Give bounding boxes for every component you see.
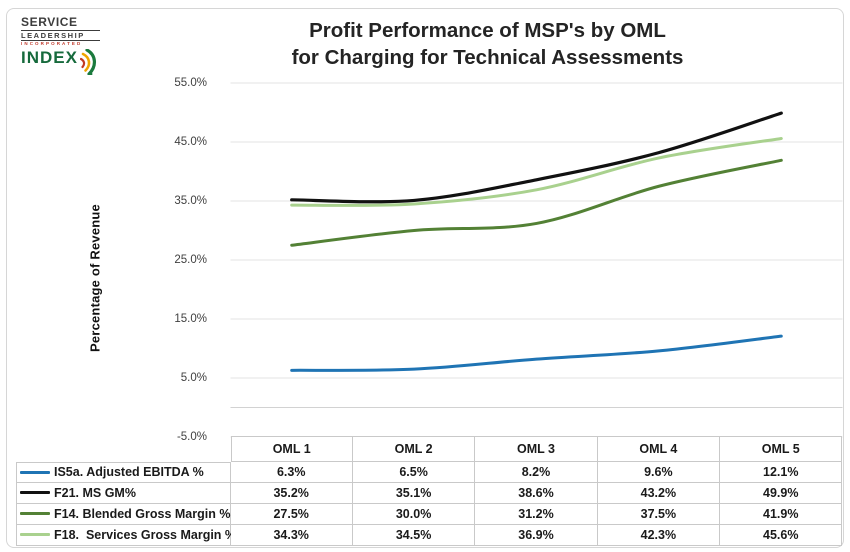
table-header-oml3: OML 3 [475, 436, 598, 462]
series-line-2 [290, 158, 783, 247]
logo-swoosh-icon [79, 49, 96, 76]
table-header-oml1: OML 1 [230, 436, 353, 462]
legend-cell-services-gross-margin: F18. Services Gross Margin % [16, 524, 236, 546]
legend-swatch-dark-green [20, 512, 50, 515]
table-header-oml4: OML 4 [597, 436, 721, 462]
table-cell: 34.3% [230, 524, 353, 546]
y-axis-tick-label: -5.0% [176, 431, 207, 443]
y-axis-tick-label: 15.0% [174, 313, 207, 325]
legend-label: F21. MS GM% [54, 485, 136, 500]
y-axis-tick-label: 25.0% [174, 254, 207, 266]
chart-title-line2: for Charging for Technical Assessments [291, 46, 684, 69]
table-cell: 38.6% [475, 482, 598, 504]
service-leadership-index-logo: SERVICE LEADERSHIP INCORPORATED INDEX [21, 15, 100, 76]
table-cell: 43.2% [597, 482, 721, 504]
y-axis-tick-label: 35.0% [174, 195, 207, 207]
legend-cell-ms-gm: F21. MS GM% [16, 482, 231, 504]
logo-leadership-text: LEADERSHIP [21, 29, 100, 40]
series-line-1 [290, 111, 783, 204]
table-header-oml2: OML 2 [352, 436, 476, 462]
logo-incorporated-text: INCORPORATED [21, 40, 100, 47]
table-cell: 9.6% [597, 461, 721, 483]
legend-swatch-light-green [20, 533, 50, 536]
table-cell: 8.2% [475, 461, 598, 483]
legend-label: F14. Blended Gross Margin % [54, 506, 231, 521]
chart-data-table: OML 1 OML 2 OML 3 OML 4 OML 5 IS5a. Adju… [16, 436, 843, 546]
table-cell: 35.2% [230, 482, 353, 504]
table-cell: 49.9% [720, 482, 843, 504]
y-axis-tick-label: 5.0% [180, 372, 207, 384]
legend-cell-blended-gross-margin: F14. Blended Gross Margin % [16, 503, 231, 525]
table-header-oml5: OML 5 [720, 436, 843, 462]
table-cell: 35.1% [352, 482, 476, 504]
y-axis-tick-label: 45.0% [174, 136, 207, 148]
legend-swatch-blue [20, 470, 50, 474]
legend-cell-adjusted-ebitda: IS5a. Adjusted EBITDA % [16, 461, 231, 483]
chart-title: Profit Performance of MSP's by OML for C… [105, 17, 850, 71]
logo-index-text: INDEX [21, 48, 78, 68]
table-cell: 12.1% [720, 461, 843, 483]
chart-title-line1: Profit Performance of MSP's by OML [309, 19, 666, 42]
table-cell: 41.9% [720, 503, 843, 525]
logo-service-text: SERVICE [21, 15, 78, 29]
legend-label: F18. Services Gross Margin % [54, 527, 237, 542]
table-cell: 27.5% [230, 503, 353, 525]
table-cell: 6.5% [352, 461, 476, 483]
table-cell: 37.5% [597, 503, 721, 525]
table-cell: 6.3% [230, 461, 353, 483]
table-cell: 36.9% [475, 524, 598, 546]
y-axis-tick-label: 55.0% [174, 77, 207, 89]
series-line-3 [290, 136, 783, 207]
table-cell: 34.5% [352, 524, 476, 546]
legend-swatch-black [20, 491, 50, 494]
series-line-0 [290, 334, 783, 372]
table-corner-cell [16, 436, 231, 462]
table-cell: 31.2% [475, 503, 598, 525]
table-cell: 42.3% [597, 524, 721, 546]
table-cell: 30.0% [352, 503, 476, 525]
legend-label: IS5a. Adjusted EBITDA % [54, 465, 204, 479]
table-cell: 45.6% [720, 524, 843, 546]
